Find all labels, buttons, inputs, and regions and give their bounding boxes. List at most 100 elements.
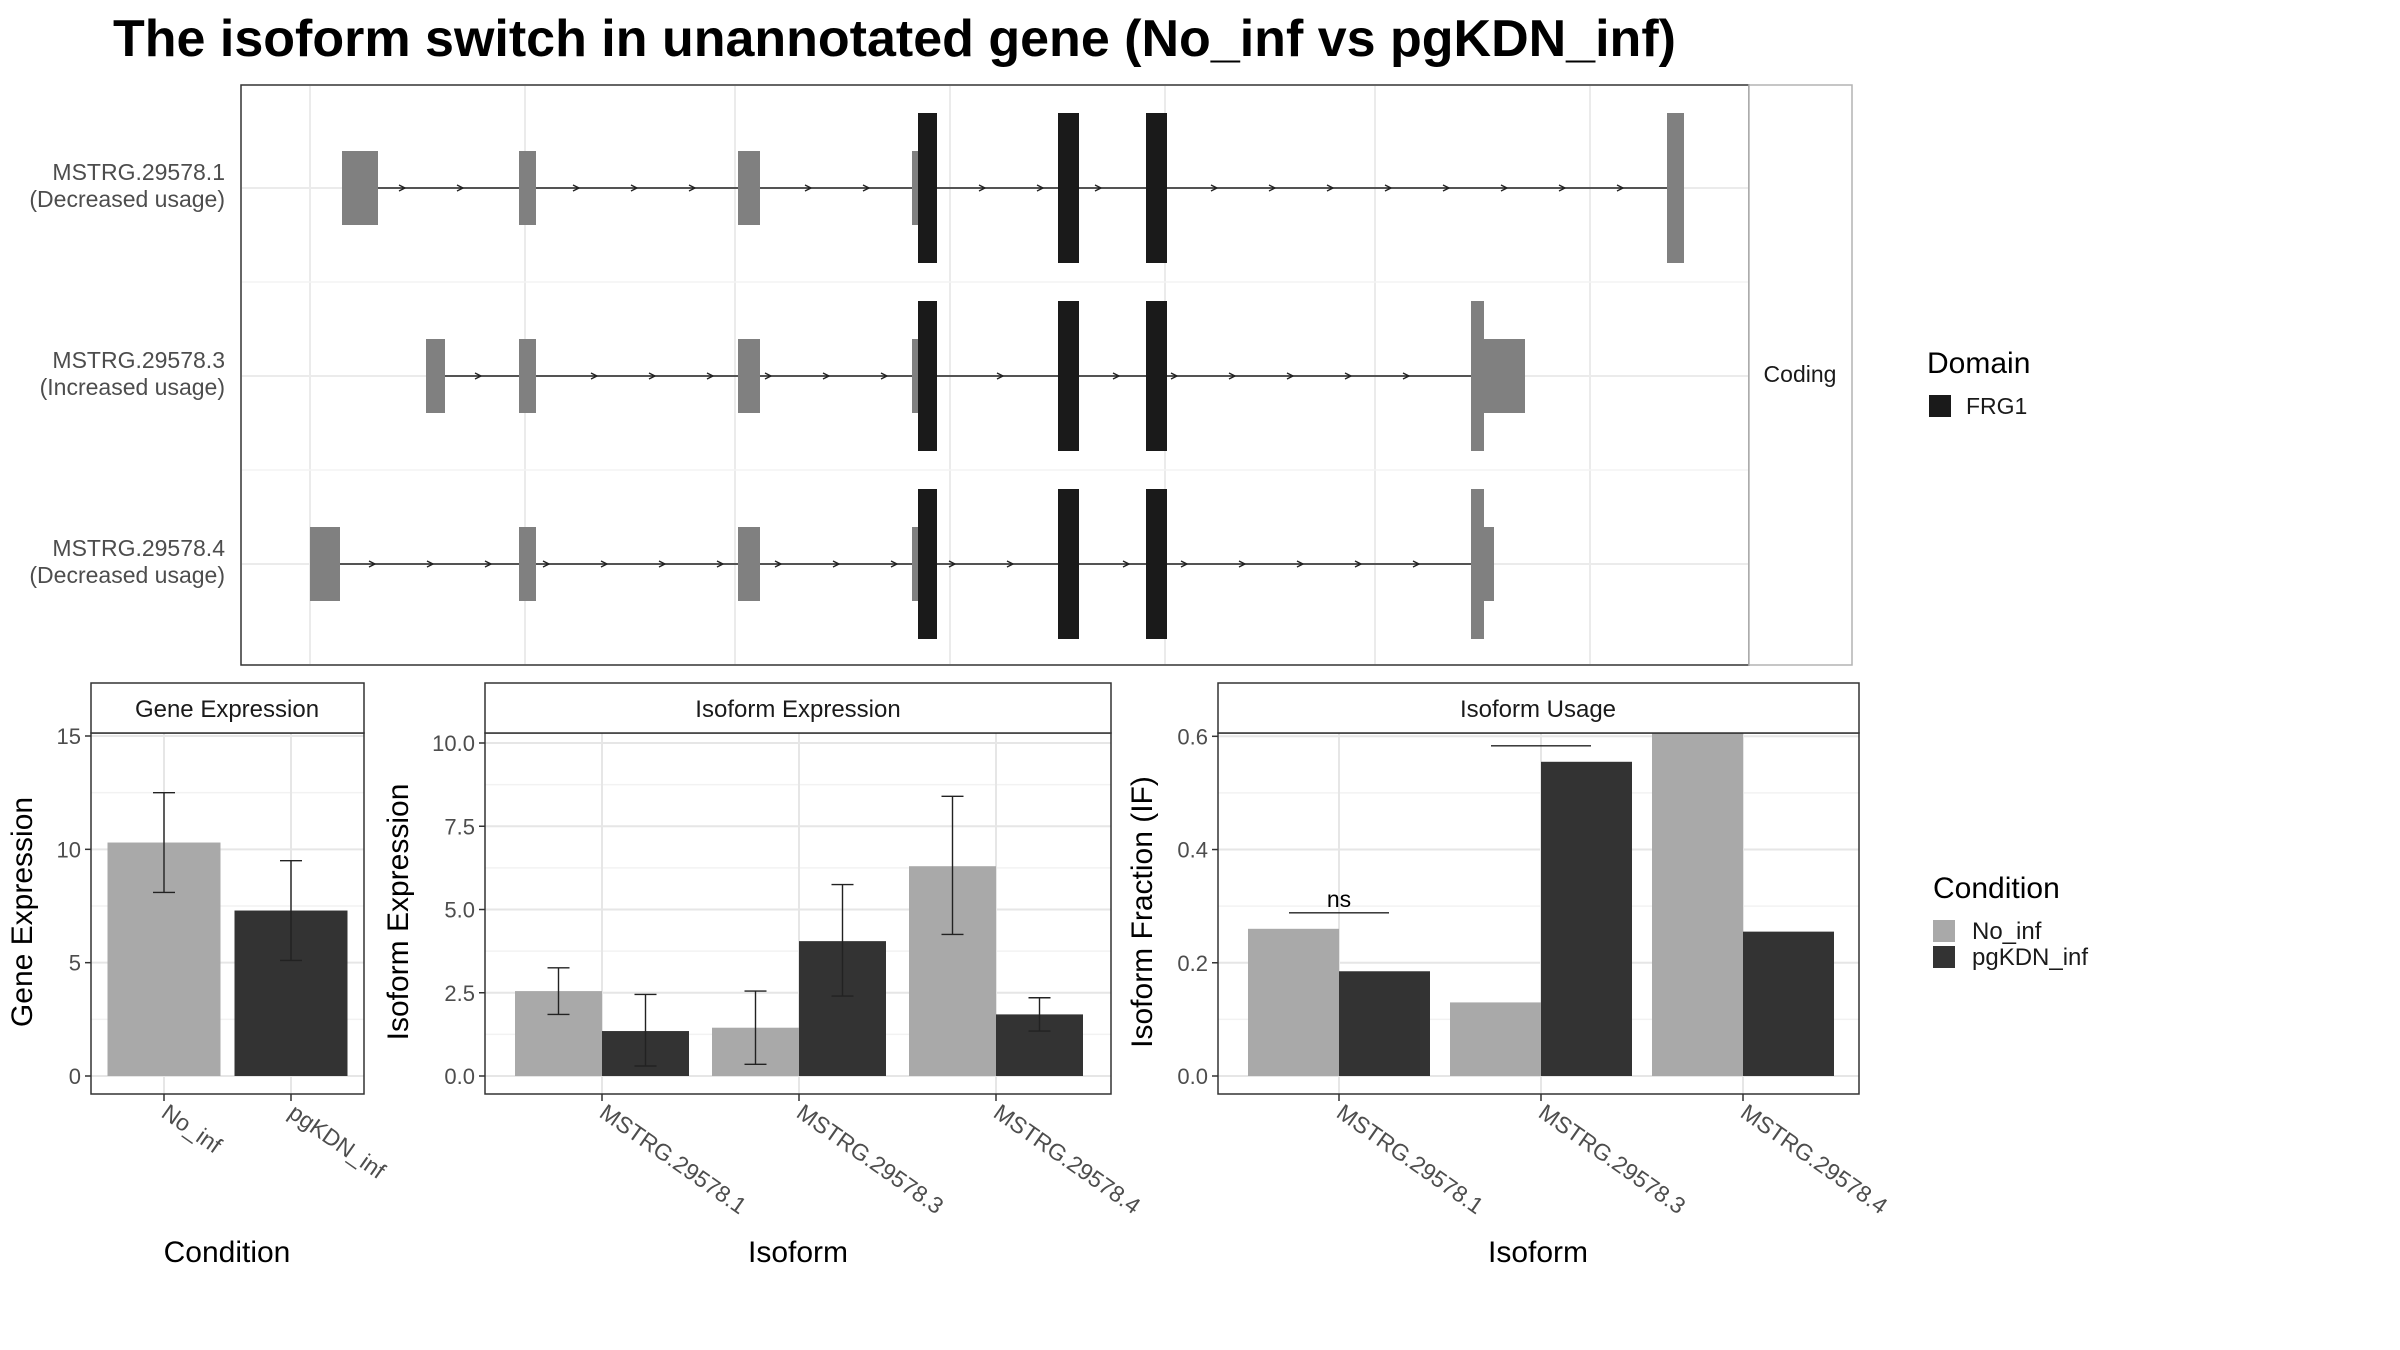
cds-exon bbox=[918, 301, 937, 451]
condition-legend-label-pgkdn-inf: pgKDN_inf bbox=[1972, 944, 2088, 971]
gene-expression-strip-title: Gene Expression bbox=[135, 696, 319, 723]
isoform-usage-strip bbox=[1217, 682, 1860, 734]
gene-expression-panel: 0 5 10 15 No_inf pgKDN_inf Gene Expression Co… bbox=[6, 682, 391, 1269]
strand-arrow-icon bbox=[1210, 184, 1219, 192]
strand-arrow-icon bbox=[1238, 560, 1247, 568]
utr-exon bbox=[519, 151, 536, 225]
gene-expression-strip bbox=[90, 682, 365, 734]
strand-arrow-icon bbox=[648, 372, 657, 380]
plot-area: 0 5 10 15 No_inf pgKDN_inf bbox=[57, 724, 391, 1184]
bar-no-inf bbox=[1450, 1002, 1541, 1076]
cds-exon bbox=[1146, 489, 1167, 639]
isoform-expression-y-label: Isoform Expression bbox=[382, 784, 415, 1041]
cds-exon bbox=[918, 489, 937, 639]
strand-arrow-icon bbox=[1228, 372, 1237, 380]
isoform-usage-x-label: Isoform bbox=[1488, 1236, 1588, 1269]
strand-arrow-icon bbox=[368, 560, 377, 568]
strand-arrow-icon bbox=[804, 184, 813, 192]
y-tick-label: 5.0 bbox=[444, 898, 475, 923]
strand-arrow-icon bbox=[948, 560, 957, 568]
strand-arrow-icon bbox=[1286, 372, 1295, 380]
isoform-label-1: MSTRG.29578.1 bbox=[52, 159, 225, 185]
strand-arrow-icon bbox=[880, 372, 889, 380]
strand-arrow-icon bbox=[1500, 184, 1509, 192]
gene-expression-x-label: Condition bbox=[164, 1236, 291, 1269]
strand-arrow-icon bbox=[1170, 372, 1179, 380]
y-tick-label: 0.2 bbox=[1177, 951, 1208, 976]
utr-exon bbox=[519, 339, 536, 413]
isoform-expression-panel: 0.0 2.5 5.0 7.5 10.0 MSTRG.29578.1 MSTRG.29578… bbox=[382, 682, 1146, 1269]
utr-exon bbox=[1484, 339, 1525, 413]
transcript-model-1 bbox=[342, 113, 1684, 263]
isoform-note-3: (Decreased usage) bbox=[29, 562, 225, 588]
strand-arrow-icon bbox=[1616, 184, 1625, 192]
strand-arrow-icon bbox=[456, 184, 465, 192]
isoform-expression-x-label: Isoform bbox=[748, 1236, 848, 1269]
condition-legend-label-no-inf: No_inf bbox=[1972, 918, 2042, 945]
isoform-usage-y-label: Isoform Fraction (IF) bbox=[1126, 776, 1159, 1048]
strand-arrow-icon bbox=[630, 184, 639, 192]
strand-arrow-icon bbox=[1180, 560, 1189, 568]
domain-legend-label: FRG1 bbox=[1966, 393, 2027, 419]
utr-exon bbox=[738, 339, 760, 413]
strand-arrow-icon bbox=[706, 372, 715, 380]
y-tick-label: 0.0 bbox=[444, 1064, 475, 1089]
strand-arrow-icon bbox=[658, 560, 667, 568]
strand-arrow-icon bbox=[1558, 184, 1567, 192]
cds-exon bbox=[918, 113, 937, 263]
strand-arrow-icon bbox=[1296, 560, 1305, 568]
x-tick-label: MSTRG.29578.1 bbox=[595, 1099, 751, 1219]
strand-arrow-icon bbox=[1354, 560, 1363, 568]
x-tick-label: MSTRG.29578.3 bbox=[1534, 1099, 1690, 1219]
strand-arrow-icon bbox=[1412, 560, 1421, 568]
x-tick-label: No_inf bbox=[157, 1099, 227, 1159]
strand-arrow-icon bbox=[890, 560, 899, 568]
cds-exon bbox=[1146, 301, 1167, 451]
utr-exon bbox=[1471, 489, 1484, 639]
strand-arrow-icon bbox=[426, 560, 435, 568]
utr-exon bbox=[738, 151, 760, 225]
isoform-note-1: (Decreased usage) bbox=[29, 186, 225, 212]
structure-strip bbox=[1748, 84, 1853, 666]
strand-arrow-icon bbox=[774, 560, 783, 568]
y-tick-label: 0.0 bbox=[1177, 1064, 1208, 1089]
plot-area: 0.0 0.2 0.4 0.6 MSTRG.29578.1 ns MSTRG.29578.3… bbox=[1177, 690, 1892, 1219]
bar-no-inf bbox=[1248, 928, 1339, 1076]
strand-arrow-icon bbox=[822, 372, 831, 380]
isoform-usage-strip-title: Isoform Usage bbox=[1460, 696, 1616, 723]
utr-exon bbox=[342, 151, 378, 225]
utr-exon bbox=[310, 527, 340, 601]
y-tick-label: 10.0 bbox=[432, 731, 475, 756]
utr-exon bbox=[912, 339, 918, 413]
strand-arrow-icon bbox=[1326, 184, 1335, 192]
strand-arrow-icon bbox=[1384, 184, 1393, 192]
y-tick-label: 2.5 bbox=[444, 981, 475, 1006]
strand-arrow-icon bbox=[1344, 372, 1353, 380]
strand-arrow-icon bbox=[716, 560, 725, 568]
cds-exon bbox=[1058, 489, 1079, 639]
y-tick-label: 0.4 bbox=[1177, 838, 1208, 863]
strand-arrow-icon bbox=[398, 184, 407, 192]
strand-arrow-icon bbox=[590, 372, 599, 380]
isoform-expression-strip bbox=[484, 682, 1112, 734]
domain-legend: Domain FRG1 bbox=[1927, 347, 2030, 419]
utr-exon bbox=[1484, 527, 1494, 601]
strand-arrow-icon bbox=[1402, 372, 1411, 380]
utr-exon bbox=[426, 339, 445, 413]
strand-arrow-icon bbox=[978, 184, 987, 192]
strand-arrow-icon bbox=[600, 560, 609, 568]
y-tick-label: 10 bbox=[57, 837, 81, 862]
x-tick-label: MSTRG.29578.4 bbox=[989, 1099, 1145, 1219]
y-tick-label: 0.6 bbox=[1177, 724, 1208, 749]
utr-exon bbox=[912, 527, 918, 601]
x-tick-label: MSTRG.29578.4 bbox=[1736, 1099, 1892, 1219]
strand-arrow-icon bbox=[1122, 560, 1131, 568]
isoform-note-2: (Increased usage) bbox=[40, 374, 225, 400]
y-tick-label: 0 bbox=[69, 1064, 81, 1089]
figure-title: The isoform switch in unannotated gene (… bbox=[113, 10, 1676, 68]
transcript-model-3 bbox=[310, 489, 1494, 639]
y-tick-label: 5 bbox=[69, 951, 81, 976]
isoform-label-3: MSTRG.29578.4 bbox=[52, 535, 225, 561]
condition-legend: Condition No_inf pgKDN_inf bbox=[1933, 872, 2088, 971]
